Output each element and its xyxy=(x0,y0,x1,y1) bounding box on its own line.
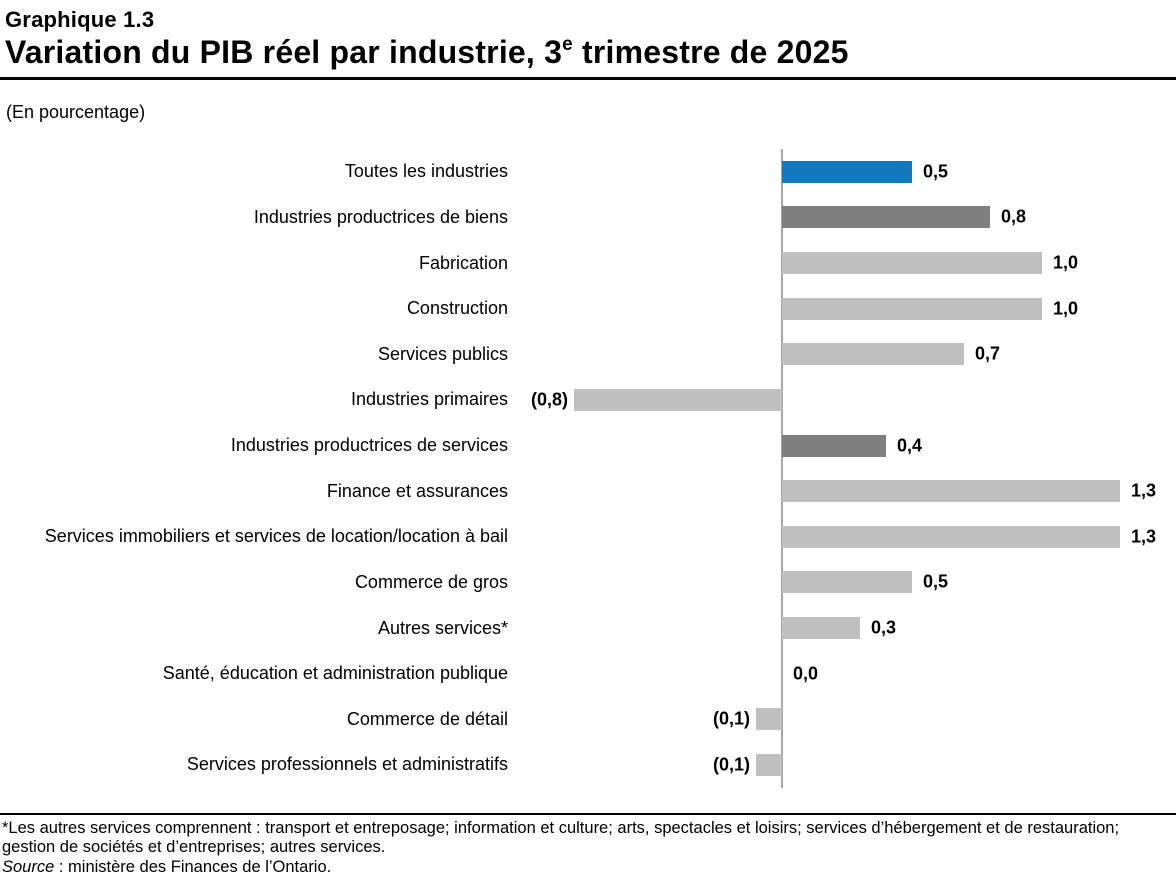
category-label: Services professionnels et administratif… xyxy=(186,754,508,775)
category-label: Toutes les industries xyxy=(344,161,508,182)
chart-row: Finance et assurances 1,3 xyxy=(0,468,1176,514)
category-label: Services immobiliers et services de loca… xyxy=(44,526,508,547)
bar xyxy=(782,206,990,229)
chart-row: Fabrication 1,0 xyxy=(0,240,1176,286)
category-label: Services publics xyxy=(377,343,508,364)
unit-label: (En pourcentage) xyxy=(6,102,146,122)
plot-area: 1,0 xyxy=(508,240,1176,286)
chart-row: Autres services* 0,3 xyxy=(0,605,1176,651)
value-label: 0,8 xyxy=(1001,206,1027,227)
page-title-superscript: e xyxy=(562,34,573,56)
value-label: 1,0 xyxy=(1053,298,1079,319)
footnote-line: gestion de sociétés et d’entreprises; au… xyxy=(2,838,386,856)
source-line: Source : ministère des Finances de l’Ont… xyxy=(2,858,1176,877)
chart-row: Industries primaires (0,8) xyxy=(0,377,1176,423)
chart-row: Services professionnels et administratif… xyxy=(0,742,1176,788)
chart-row: Services immobiliers et services de loca… xyxy=(0,514,1176,560)
page-title-suffix: trimestre de 2025 xyxy=(572,34,849,70)
category-label: Finance et assurances xyxy=(326,480,508,501)
footnote: *Les autres services comprennent : trans… xyxy=(2,819,1176,857)
source-text: : ministère des Finances de l’Ontario. xyxy=(54,858,332,876)
title-divider xyxy=(0,77,1176,80)
plot-area: 1,3 xyxy=(508,514,1176,560)
category-label: Santé, éducation et administration publi… xyxy=(162,663,508,684)
footnote-line: *Les autres services comprennent : trans… xyxy=(2,819,1120,837)
bar xyxy=(782,571,912,594)
chart-row: Commerce de détail (0,1) xyxy=(0,697,1176,743)
value-label: 1,3 xyxy=(1131,480,1157,501)
plot-area: 0,4 xyxy=(508,423,1176,469)
plot-area: 0,7 xyxy=(508,332,1176,378)
category-label: Fabrication xyxy=(418,252,508,273)
category-label: Autres services* xyxy=(377,617,508,638)
bar xyxy=(782,160,912,183)
plot-area: 0,3 xyxy=(508,605,1176,651)
bar xyxy=(782,434,886,457)
value-label: 0,3 xyxy=(871,617,897,638)
value-label: 0,4 xyxy=(897,435,923,456)
value-label: (0,1) xyxy=(712,754,750,775)
source-label: Source xyxy=(2,858,55,876)
category-label: Industries productrices de biens xyxy=(253,206,508,227)
page-title: Variation du PIB réel par industrie, 3e … xyxy=(5,34,1176,71)
value-label: 0,5 xyxy=(923,161,949,182)
plot-area: (0,1) xyxy=(508,697,1176,743)
plot-area: 0,0 xyxy=(508,651,1176,697)
plot-area: 0,5 xyxy=(508,560,1176,606)
chart-row: Commerce de gros 0,5 xyxy=(0,560,1176,606)
chart-row: Toutes les industries 0,5 xyxy=(0,149,1176,195)
bar xyxy=(782,480,1120,503)
chart-row: Industries productrices de services 0,4 xyxy=(0,423,1176,469)
category-label: Industries productrices de services xyxy=(230,435,508,456)
plot-area: 0,5 xyxy=(508,149,1176,195)
plot-area: 1,0 xyxy=(508,286,1176,332)
bar xyxy=(782,617,860,640)
page-title-text: Variation du PIB réel par industrie, 3 xyxy=(5,34,563,70)
footer-divider xyxy=(0,813,1176,815)
bar xyxy=(756,753,782,776)
category-label: Construction xyxy=(406,298,508,319)
bar xyxy=(782,343,964,366)
chart-row: Services publics 0,7 xyxy=(0,332,1176,378)
value-label: 1,3 xyxy=(1131,526,1157,547)
chart-row: Industries productrices de biens 0,8 xyxy=(0,195,1176,241)
bar xyxy=(782,297,1042,320)
value-label: 0,5 xyxy=(923,571,949,592)
plot-area: (0,8) xyxy=(508,377,1176,423)
value-label: 0,7 xyxy=(975,343,1001,364)
chart-row: Santé, éducation et administration publi… xyxy=(0,651,1176,697)
bar xyxy=(756,708,782,731)
category-label: Commerce de gros xyxy=(354,571,508,592)
value-label: (0,1) xyxy=(712,708,750,729)
category-label: Industries primaires xyxy=(350,389,508,410)
plot-area: 0,8 xyxy=(508,195,1176,241)
value-label: 1,0 xyxy=(1053,252,1079,273)
bar-chart: Toutes les industries 0,5 Industries produ… xyxy=(0,149,1176,788)
plot-area: (0,1) xyxy=(508,742,1176,788)
bar xyxy=(574,388,782,411)
bar xyxy=(782,525,1120,548)
value-label: (0,8) xyxy=(530,389,568,410)
axis-line xyxy=(781,149,783,788)
value-label: 0,0 xyxy=(793,663,819,684)
chart-kicker: Graphique 1.3 xyxy=(5,7,155,32)
bar xyxy=(782,252,1042,275)
chart-row: Construction 1,0 xyxy=(0,286,1176,332)
category-label: Commerce de détail xyxy=(346,708,508,729)
plot-area: 1,3 xyxy=(508,468,1176,514)
